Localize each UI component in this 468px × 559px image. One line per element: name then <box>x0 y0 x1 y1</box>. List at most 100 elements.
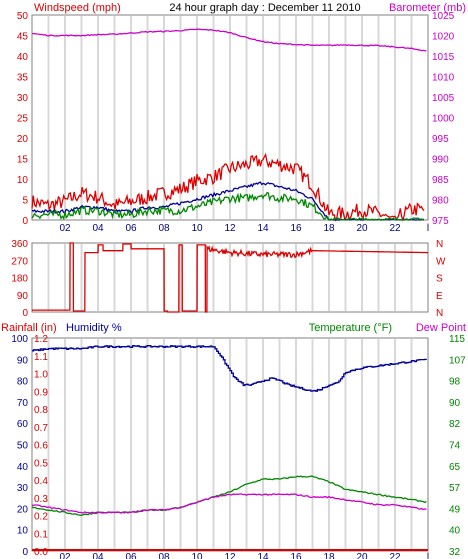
dewpoint-axis-label: Dew Point <box>416 322 466 334</box>
barometer-tick-label: 1005 <box>432 93 455 104</box>
hour-tick-label: 08 <box>158 223 170 234</box>
rainfall-tick-label: 0.3 <box>34 494 48 505</box>
windspeed-axis-label: Windspeed (mph) <box>34 2 121 14</box>
windspeed-tick-label: 30 <box>17 93 29 104</box>
barometer-tick-label: 1000 <box>432 114 455 125</box>
temp-humidity-grid <box>47 339 413 550</box>
humidity-tick-label: 30 <box>17 483 29 494</box>
hour-tick-label: 22 <box>389 552 401 559</box>
hour-tick-label: l <box>427 552 429 559</box>
barometer-tick-label: 985 <box>432 175 449 186</box>
rainfall-tick-label: 0.5 <box>34 458 48 469</box>
windspeed-tick-label: 25 <box>17 114 29 125</box>
compass-tick-label: W <box>436 256 446 267</box>
temperature-tick-label: 98 <box>449 377 461 388</box>
windspeed-tick-label: 35 <box>17 73 29 84</box>
hour-tick-label: 10 <box>191 552 203 559</box>
barometer-line <box>31 28 427 52</box>
direction-tick-label: 180 <box>11 274 28 285</box>
temperature-tick-label: 40 <box>449 526 461 537</box>
barometer-tick-label: 995 <box>432 134 449 145</box>
rainfall-tick-label: 1.2 <box>34 334 48 345</box>
dewpoint-line <box>31 493 427 514</box>
barometer-tick-label: 990 <box>432 155 449 166</box>
rainfall-tick-label: 0.8 <box>34 405 48 416</box>
compass-tick-label: N <box>436 308 443 319</box>
direction-marks <box>32 242 428 313</box>
temperature-tick-label: 74 <box>449 441 461 452</box>
hour-tick-label: 08 <box>158 552 170 559</box>
rainfall-tick-label: 0.9 <box>34 387 48 398</box>
windspeed-tick-label: 45 <box>17 32 29 43</box>
humidity-tick-label: 100 <box>11 334 28 345</box>
humidity-tick-label: 50 <box>17 441 29 452</box>
compass-tick-label: N <box>436 239 443 250</box>
hour-tick-label: l <box>427 223 429 234</box>
rainfall-tick-label: 0.6 <box>34 441 48 452</box>
windspeed-tick-label: 20 <box>17 134 29 145</box>
temp-humidity-marks <box>31 345 428 551</box>
rainfall-tick-label: 0.1 <box>34 529 48 540</box>
hour-tick-label: 20 <box>356 223 368 234</box>
hour-tick-label: 12 <box>224 552 236 559</box>
temp-humidity-axes: 0 10 20 30 40 50 60 70 80 90 100 0.0 0.1 0.2 0.3 0.4 0.5… <box>11 334 466 559</box>
hour-tick-label: 18 <box>323 552 335 559</box>
humidity-tick-label: 70 <box>17 398 29 409</box>
compass-tick-label: S <box>436 274 443 285</box>
humidity-tick-label: 60 <box>17 419 29 430</box>
chart-title: 24 hour graph day : December 11 2010 <box>169 2 360 14</box>
compass-tick-label: E <box>436 291 443 302</box>
direction-tick-label: 270 <box>11 256 28 267</box>
hour-tick-label: 04 <box>92 223 104 234</box>
windspeed-tick-label: 0 <box>22 216 28 227</box>
barometer-tick-label: 975 <box>432 216 449 227</box>
hour-tick-label: 16 <box>290 552 302 559</box>
hour-tick-label: 12 <box>224 223 236 234</box>
wind-baro-marks <box>31 28 427 222</box>
hour-tick-label: 14 <box>257 223 269 234</box>
temperature-tick-label: 82 <box>449 419 461 430</box>
hour-tick-label: 06 <box>125 552 137 559</box>
direction-tick-label: 0 <box>22 308 28 319</box>
temperature-tick-label: 115 <box>449 334 465 345</box>
rainfall-tick-label: 0.2 <box>34 512 48 523</box>
humidity-tick-label: 10 <box>17 526 29 537</box>
hour-tick-label: 20 <box>356 552 368 559</box>
temperature-axis-label: Temperature (°F) <box>309 322 392 334</box>
barometer-tick-label: 980 <box>432 196 449 207</box>
humidity-tick-label: 0 <box>22 547 28 558</box>
direction-line <box>32 242 428 313</box>
wind-gust-line <box>31 152 425 222</box>
hour-tick-label: 22 <box>389 223 401 234</box>
rainfall-tick-label: 1.1 <box>34 352 48 363</box>
humidity-tick-label: 20 <box>17 504 29 515</box>
temperature-tick-label: 65 <box>449 462 461 473</box>
barometer-tick-label: 1015 <box>432 52 455 63</box>
hour-tick-label: 16 <box>290 223 302 234</box>
hour-tick-label: 10 <box>191 223 203 234</box>
temperature-tick-label: 90 <box>449 398 461 409</box>
hour-tick-label: 04 <box>92 552 104 559</box>
temperature-tick-label: 57 <box>449 483 461 494</box>
temperature-tick-label: 49 <box>449 504 461 515</box>
temperature-tick-label: 32 <box>449 547 461 558</box>
humidity-line <box>32 345 428 392</box>
barometer-tick-label: 1010 <box>432 73 455 84</box>
windspeed-tick-label: 10 <box>17 175 29 186</box>
barometer-tick-label: 1025 <box>432 11 455 22</box>
hour-tick-label: 14 <box>257 552 269 559</box>
humidity-tick-label: 40 <box>17 462 29 473</box>
rainfall-tick-label: 0.7 <box>34 423 48 434</box>
hour-tick-label: 02 <box>59 552 71 559</box>
rainfall-axis-label: Rainfall (in) <box>1 322 57 334</box>
windspeed-tick-label: 50 <box>17 11 29 22</box>
rainfall-tick-label: 0.0 <box>34 547 48 558</box>
windspeed-tick-label: 15 <box>17 155 29 166</box>
rainfall-tick-label: 0.4 <box>34 476 48 487</box>
barometer-axis-label: Barometer (mb) <box>389 2 466 14</box>
hour-tick-label: 02 <box>59 223 71 234</box>
humidity-tick-label: 90 <box>17 355 29 366</box>
hour-tick-label: 18 <box>323 223 335 234</box>
